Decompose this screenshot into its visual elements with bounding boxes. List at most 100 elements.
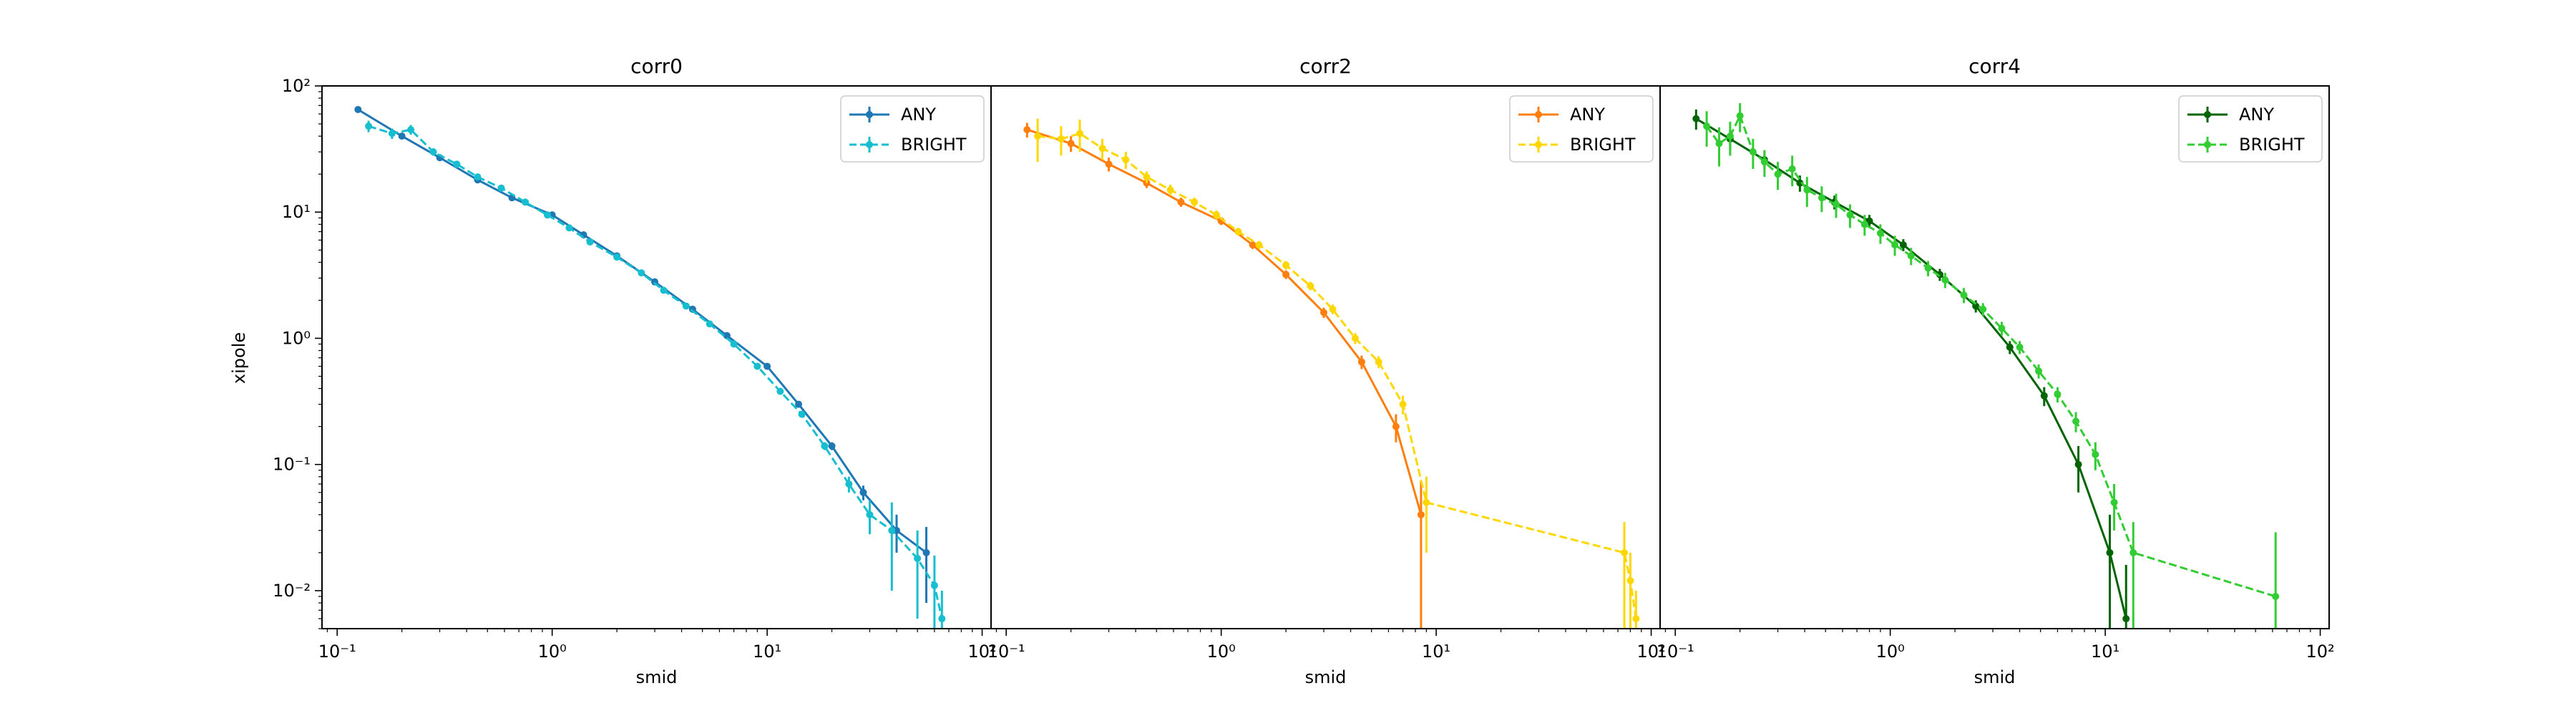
data-point xyxy=(1632,615,1640,623)
series-line xyxy=(1695,117,2127,619)
data-point xyxy=(888,526,896,534)
x-tick-label: 10² xyxy=(2306,642,2334,662)
x-tick-label: 10¹ xyxy=(1422,642,1450,662)
data-point xyxy=(1774,170,1782,178)
data-point xyxy=(453,160,461,168)
legend-marker xyxy=(1535,141,1542,148)
data-point xyxy=(1023,126,1031,134)
series-ANY xyxy=(354,105,930,604)
data-point xyxy=(565,224,573,232)
data-point xyxy=(1907,252,1915,260)
legend: ANY BRIGHT xyxy=(840,95,985,163)
data-point xyxy=(1833,200,1840,208)
data-point xyxy=(1972,302,1980,310)
x-axis-label: smid xyxy=(1974,667,2016,687)
data-point xyxy=(1212,211,1220,219)
series-ANY xyxy=(1692,109,2130,629)
data-point xyxy=(1143,173,1151,181)
data-point xyxy=(1796,179,1804,187)
series-line xyxy=(1026,128,1423,516)
data-point xyxy=(753,362,761,370)
legend-marker xyxy=(1535,111,1542,118)
data-point xyxy=(429,148,437,156)
data-point xyxy=(613,253,621,261)
x-tick-label: 10⁰ xyxy=(1207,642,1236,662)
data-point xyxy=(914,554,922,562)
data-point xyxy=(795,400,803,408)
data-point xyxy=(763,362,771,370)
panel-corr4: corr4 10⁻¹ 10⁰ 10¹ 10² smid ANY BRIGHT xyxy=(1657,54,2335,687)
x-tick-label: 10² xyxy=(1636,642,1665,662)
data-point xyxy=(1249,241,1257,248)
data-point xyxy=(1057,135,1065,143)
data-point xyxy=(1177,198,1185,206)
series-line xyxy=(1705,112,2276,598)
series-BRIGHT xyxy=(1703,103,2280,629)
data-point xyxy=(1423,498,1430,506)
data-point xyxy=(2040,392,2048,400)
data-point xyxy=(365,122,373,130)
x-tick-label: 10⁻¹ xyxy=(987,642,1025,662)
data-point xyxy=(1860,221,1868,228)
legend-label: ANY xyxy=(1570,105,1605,125)
data-point xyxy=(2054,390,2062,398)
axes-frame xyxy=(321,85,992,629)
series-line xyxy=(357,108,927,554)
panels: corr0 10⁻¹ 10⁰ 10¹ 10² smid 10⁻² 10⁻¹ 10⁰ 10¹ 10² A… xyxy=(273,54,2334,687)
series-BRIGHT xyxy=(365,120,946,629)
data-point xyxy=(845,480,853,488)
data-point xyxy=(1818,194,1825,202)
data-point xyxy=(1282,271,1290,279)
axes-frame xyxy=(990,85,1661,629)
legend-marker xyxy=(866,141,873,148)
data-point xyxy=(922,548,930,556)
data-point xyxy=(2006,343,2014,351)
data-point xyxy=(1067,140,1075,147)
legend-label: BRIGHT xyxy=(1570,135,1636,155)
data-point xyxy=(730,340,738,348)
legend-marker xyxy=(2204,111,2211,118)
data-point xyxy=(828,442,836,450)
data-point xyxy=(2092,450,2099,458)
data-point xyxy=(1234,228,1242,236)
series-line xyxy=(368,125,943,619)
y-tick-label: 10⁻² xyxy=(273,581,311,601)
x-tick-label: 10¹ xyxy=(753,642,781,662)
data-point xyxy=(2272,593,2280,601)
x-axis-label: smid xyxy=(636,667,678,687)
data-point xyxy=(1392,422,1400,430)
data-point xyxy=(1846,211,1854,219)
data-point xyxy=(938,615,946,623)
data-point xyxy=(2035,367,2043,375)
data-point xyxy=(1122,156,1130,164)
data-point xyxy=(1803,186,1811,194)
data-point xyxy=(1736,112,1744,120)
legend: ANY BRIGHT xyxy=(1509,95,1654,163)
x-tick-label: 10¹ xyxy=(2091,642,2119,662)
legend-label: ANY xyxy=(901,105,936,125)
x-tick-label: 10⁻¹ xyxy=(1657,642,1694,662)
data-point xyxy=(2072,417,2080,425)
data-point xyxy=(1329,305,1337,313)
data-point xyxy=(930,581,938,589)
data-point xyxy=(1960,291,1968,299)
data-point xyxy=(1876,229,1884,237)
data-point xyxy=(1936,271,1943,279)
series-BRIGHT xyxy=(1034,118,1640,629)
plot-area xyxy=(1023,118,1640,629)
legend-label: BRIGHT xyxy=(901,135,967,155)
data-point xyxy=(2016,343,2024,351)
plot-area xyxy=(354,105,946,629)
data-point xyxy=(1076,130,1084,137)
data-point xyxy=(638,269,645,277)
data-point xyxy=(798,410,806,418)
data-point xyxy=(1749,148,1757,156)
x-tick-label: 10⁻¹ xyxy=(318,642,356,662)
data-point xyxy=(2110,498,2118,506)
data-point xyxy=(1105,160,1113,168)
data-point xyxy=(1307,282,1314,290)
data-point xyxy=(1098,145,1106,153)
data-point xyxy=(398,132,406,140)
data-point xyxy=(1715,140,1723,147)
